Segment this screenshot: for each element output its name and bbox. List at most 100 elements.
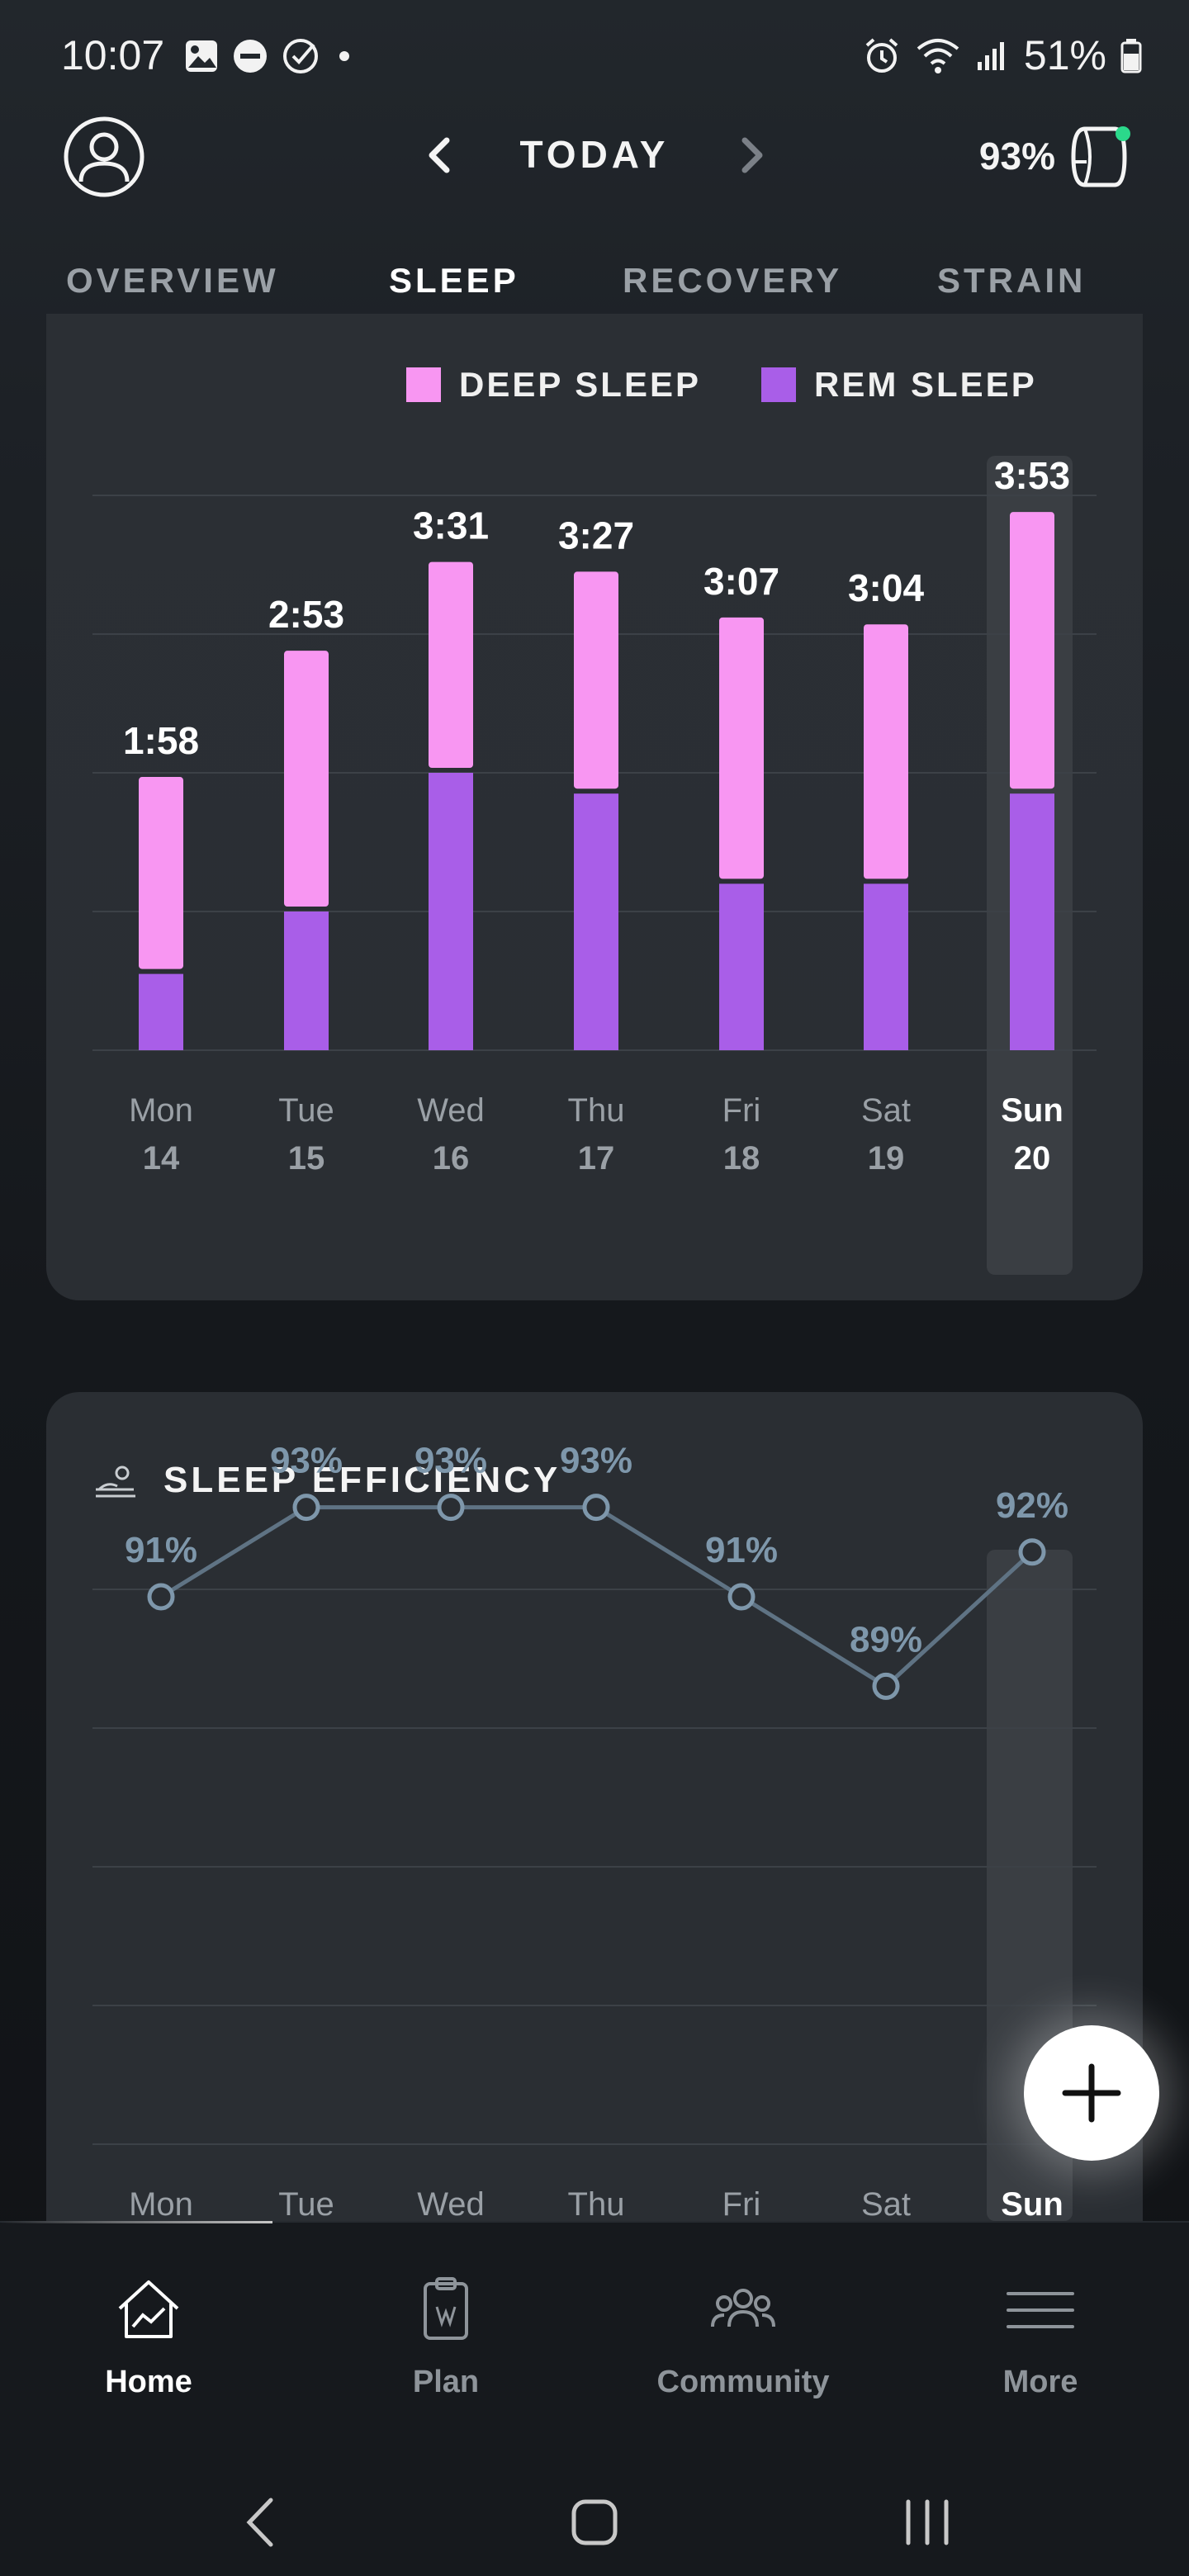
efficiency-point[interactable] (872, 1672, 900, 1700)
day-tick-label: Mon (129, 1092, 193, 1129)
rem-sleep-bar (429, 773, 473, 1050)
plus-icon (1062, 2063, 1121, 2123)
battery-percent: 51% (1023, 32, 1106, 78)
efficiency-value-label: 93% (270, 1441, 343, 1481)
rem-sleep-bar (719, 883, 764, 1050)
nav-plan[interactable]: Plan (339, 2272, 553, 2400)
image-notification-icon (186, 40, 217, 72)
nav-home-label: Home (105, 2365, 192, 2399)
rem-sleep-bar (139, 973, 183, 1050)
efficiency-point[interactable] (437, 1494, 465, 1522)
day-tick-label: Mon (129, 2186, 193, 2221)
nav-community[interactable]: Community (636, 2272, 850, 2400)
profile-avatar-icon[interactable] (63, 116, 145, 198)
wifi-icon (917, 39, 959, 73)
bar-group[interactable]: 3:27 Thu 17 (558, 514, 634, 1177)
day-tick-label: Wed (417, 1092, 485, 1129)
efficiency-point[interactable] (727, 1583, 756, 1611)
nav-more-label: More (1002, 2365, 1078, 2399)
bar-group[interactable]: 3:07 Fri 18 (703, 560, 779, 1177)
bar-total-label: 3:31 (413, 504, 489, 547)
efficiency-value-label: 89% (850, 1619, 922, 1660)
system-navigation-bar (0, 2469, 1189, 2576)
rem-sleep-bar (574, 793, 618, 1050)
sleep-efficiency-title: SLEEP EFFICIENCY (163, 1460, 561, 1500)
day-tick-label: Wed (417, 2186, 485, 2221)
nav-community-label: Community (656, 2365, 830, 2399)
legend-deep-sleep-label: DEEP SLEEP (459, 365, 701, 404)
chevron-left-icon[interactable] (417, 132, 463, 178)
day-tick-label: Thu (568, 2186, 625, 2221)
system-recents-icon[interactable] (890, 2485, 964, 2559)
status-right: 51% (862, 31, 1143, 79)
bar-group[interactable]: 2:53 Tue 15 (268, 593, 344, 1177)
bar-total-label: 1:58 (123, 719, 199, 762)
legend-deep-sleep: DEEP SLEEP (406, 365, 701, 405)
strap-battery-percent: 93% (978, 135, 1055, 178)
efficiency-value-label: 92% (996, 1485, 1068, 1526)
tab-overview[interactable]: OVERVIEW (66, 261, 279, 300)
system-back-icon[interactable] (225, 2485, 299, 2559)
status-notification-icons (183, 36, 357, 76)
efficiency-point[interactable] (147, 1583, 175, 1611)
date-tick-label: 15 (288, 1140, 325, 1177)
rem-sleep-swatch (761, 367, 796, 402)
chevron-right-icon[interactable] (728, 132, 775, 178)
clipboard-icon (424, 2277, 468, 2340)
system-home-icon[interactable] (557, 2485, 632, 2559)
deep-sleep-bar (139, 777, 183, 969)
date-tick-label: 17 (578, 1140, 615, 1177)
bar-group[interactable]: 1:58 Mon 14 (123, 719, 199, 1177)
people-icon (711, 2289, 775, 2327)
do-not-disturb-icon (234, 40, 267, 73)
bar-total-label: 3:07 (703, 560, 779, 603)
nav-more[interactable]: More (933, 2272, 1148, 2400)
check-circle-icon (283, 39, 318, 73)
tab-strain[interactable]: STRAIN (937, 261, 1087, 300)
nav-plan-label: Plan (412, 2365, 480, 2399)
sleeping-person-icon (96, 1466, 135, 1498)
add-activity-button[interactable] (1024, 2025, 1159, 2161)
day-tick-label: Thu (568, 1092, 625, 1129)
date-tick-label: 18 (723, 1140, 760, 1177)
date-tick-label: 20 (1014, 1140, 1051, 1177)
sleep-efficiency-chart: 91% Mon 93% Tue 93% Wed 93% Thu 91% Fri 89% Sat 92% S… (92, 1441, 1097, 2221)
date-tick-label: 14 (143, 1140, 180, 1177)
efficiency-value-label: 93% (414, 1441, 487, 1481)
more-notifications-dot-icon (339, 51, 349, 61)
bar-total-label: 3:27 (558, 514, 634, 556)
tab-sleep[interactable]: SLEEP (389, 261, 519, 300)
day-tick-label: Fri (722, 2186, 761, 2221)
nav-scroll-indicator (0, 2221, 272, 2223)
efficiency-value-label: 91% (705, 1530, 778, 1570)
menu-icon (1007, 2292, 1074, 2328)
deep-sleep-bar (574, 571, 618, 789)
status-time: 10:07 (61, 32, 165, 78)
rem-sleep-bar (1010, 793, 1054, 1050)
bar-group[interactable]: 3:53 Sun 20 (994, 454, 1070, 1177)
bar-group[interactable]: 3:31 Wed 16 (413, 504, 489, 1177)
legend-rem-sleep-label: REM SLEEP (814, 365, 1037, 404)
date-tick-label: 19 (868, 1140, 905, 1177)
rem-sleep-bar (864, 883, 908, 1050)
date-tick-label: 16 (433, 1140, 470, 1177)
bottom-navigation: Home Plan Community More (0, 2221, 1189, 2469)
efficiency-point[interactable] (582, 1494, 610, 1522)
efficiency-value-label: 91% (125, 1530, 197, 1570)
deep-sleep-bar (284, 651, 329, 907)
deep-sleep-swatch (406, 367, 441, 402)
nav-home[interactable]: Home (41, 2272, 256, 2400)
deep-sleep-bar (429, 561, 473, 768)
wearable-device-icon[interactable] (1062, 124, 1136, 190)
day-tick-label: Tue (278, 1092, 334, 1129)
efficiency-point[interactable] (292, 1494, 320, 1522)
deep-sleep-bar (864, 624, 908, 879)
day-tick-label: Sun (1001, 1092, 1063, 1129)
day-tick-label: Tue (278, 2186, 334, 2221)
efficiency-point[interactable] (1018, 1538, 1046, 1566)
bar-group[interactable]: 3:04 Sat 19 (848, 566, 924, 1177)
tab-recovery[interactable]: RECOVERY (623, 261, 843, 300)
efficiency-value-label: 93% (560, 1441, 632, 1481)
day-tick-label: Fri (722, 1092, 761, 1129)
